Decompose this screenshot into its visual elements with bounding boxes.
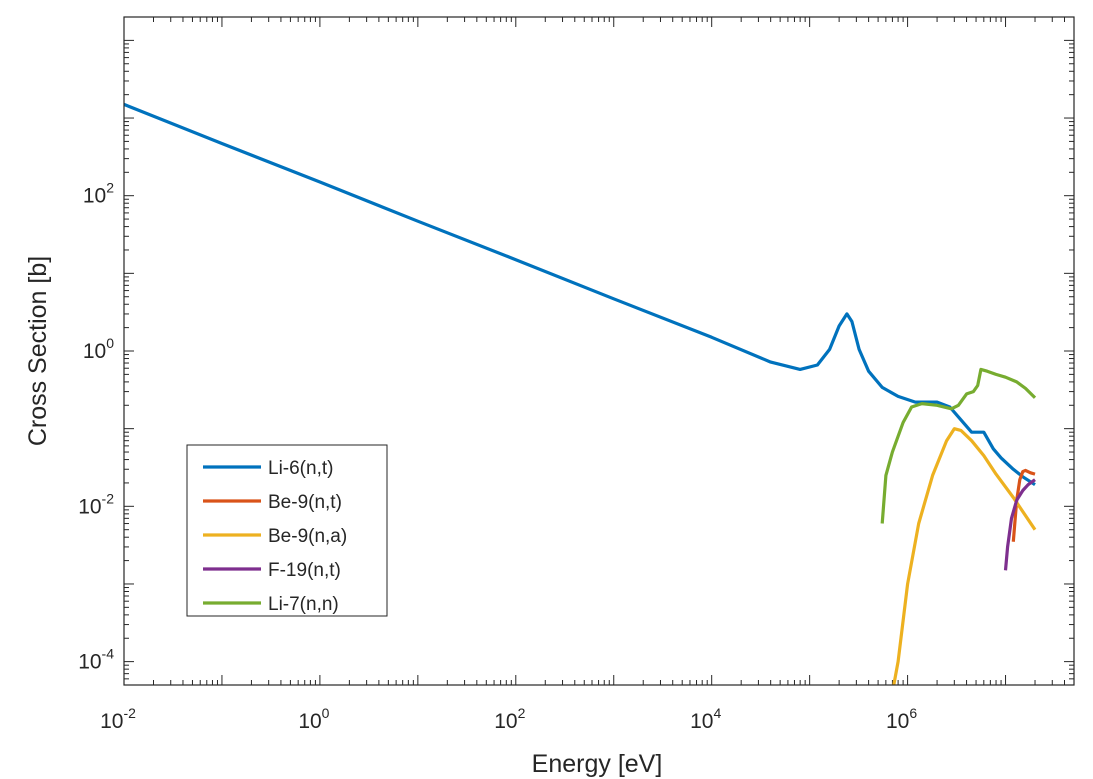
y-axis-label: Cross Section [b]: [24, 256, 52, 446]
legend-box: [186, 444, 388, 617]
series-line-li-7-n-n: [880, 367, 1037, 524]
x-tick-label: 100: [298, 705, 329, 733]
legend: Li-6(n,t) Be-9(n,t) Be-9(n,a) F-19(n,t) Li-7…: [186, 444, 388, 617]
y-tick-label: 10-2: [78, 490, 114, 518]
x-tick-label: 104: [690, 705, 721, 733]
x-axis-label: Energy [eV]: [532, 750, 663, 778]
y-tick-label: 102: [83, 180, 114, 208]
legend-label: Li-6(n,t): [268, 458, 333, 479]
legend-label: F-19(n,t): [268, 560, 341, 581]
y-tick-labels: 10-4 10-2 100 102: [78, 180, 114, 674]
legend-label: Be-9(n,t): [268, 492, 342, 513]
x-tick-label: 102: [494, 705, 525, 733]
legend-label: Li-7(n,n): [268, 594, 339, 615]
plot-frame: [123, 16, 1075, 686]
x-tick-label: 106: [886, 705, 917, 733]
legend-label: Be-9(n,a): [268, 526, 347, 547]
y-tick-label: 100: [83, 335, 114, 363]
series-line-li-6-n-t: [124, 102, 1036, 487]
y-tick-label: 10-4: [78, 646, 114, 674]
x-tick-labels: 10-2 100 102 104 106: [100, 705, 917, 733]
x-tick-label: 10-2: [100, 705, 136, 733]
series-line-f-19-n-t: [1003, 478, 1036, 571]
series-line-be-9-n-a: [892, 427, 1037, 685]
minor-ticks: [123, 16, 1075, 686]
series-lines: [124, 102, 1037, 685]
